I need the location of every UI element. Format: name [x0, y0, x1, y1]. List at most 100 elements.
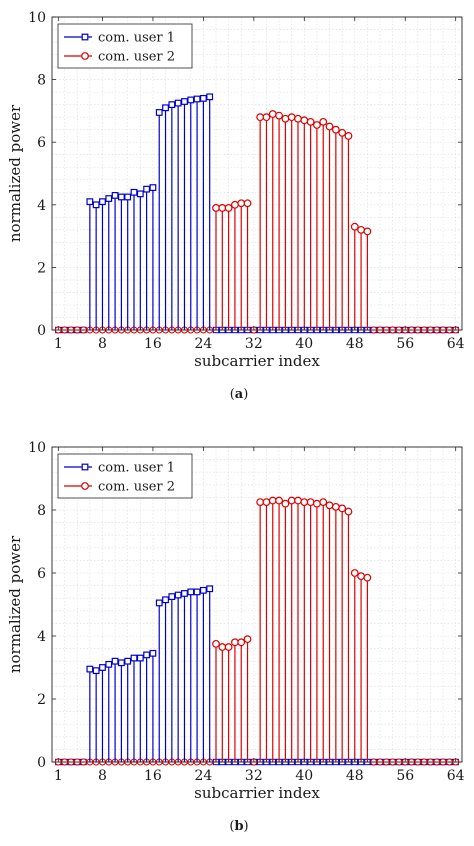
- stem-marker: [319, 117, 328, 126]
- stem-marker: [231, 200, 239, 209]
- stem-marker: [111, 657, 119, 665]
- legend-label: com. user 1: [98, 461, 175, 476]
- stem-marker: [237, 638, 246, 647]
- stem-marker: [243, 199, 252, 208]
- series-2-stems: [212, 496, 372, 762]
- stem-marker: [187, 96, 195, 104]
- stem-marker: [199, 94, 207, 102]
- stem-marker: [212, 204, 220, 212]
- legend-box: [57, 453, 193, 499]
- stem-marker: [155, 599, 163, 607]
- stem-marker: [363, 227, 372, 236]
- stem-marker: [325, 501, 334, 510]
- stem-marker: [136, 654, 144, 662]
- stem-marker: [281, 499, 290, 508]
- series-1-stems: [86, 93, 214, 330]
- stem-marker: [281, 114, 290, 123]
- y-tick-label: 0: [37, 755, 46, 771]
- x-tick-label: 56: [396, 768, 414, 784]
- stem-marker: [224, 643, 233, 651]
- series-2-stems: [212, 110, 372, 330]
- stem-marker: [149, 649, 157, 657]
- x-tick-label: 8: [98, 768, 107, 784]
- stem-marker: [331, 502, 340, 511]
- stem-marker: [168, 593, 176, 601]
- stem-marker: [319, 498, 328, 507]
- x-tick-label: 64: [447, 768, 465, 784]
- legend-box: [57, 23, 193, 69]
- stem-marker: [313, 121, 321, 129]
- y-axis-label: normalized power: [6, 535, 24, 673]
- legend-label: com. user 2: [98, 50, 175, 65]
- x-tick-label: 8: [98, 336, 107, 352]
- stem-marker: [300, 498, 309, 507]
- y-tick-label: 10: [28, 10, 46, 26]
- stem-marker: [306, 498, 315, 507]
- axes-box: [51, 446, 463, 763]
- x-tick-label: 16: [144, 336, 162, 352]
- stem-marker: [306, 117, 315, 126]
- stem-marker: [86, 665, 94, 673]
- legend-label: com. user 2: [98, 480, 175, 495]
- stem-marker: [174, 99, 182, 107]
- stem-marker: [212, 639, 220, 648]
- stem-marker: [262, 113, 271, 122]
- legend-marker: [81, 33, 89, 41]
- stem-marker: [124, 657, 132, 665]
- stem-marker: [206, 585, 214, 593]
- stem-marker: [168, 101, 176, 109]
- stem-marker: [117, 659, 125, 667]
- stem-marker: [287, 113, 296, 122]
- stem-marker: [357, 572, 365, 581]
- caption: (b): [229, 819, 248, 834]
- x-tick-label: 64: [447, 336, 465, 352]
- stem-marker: [149, 184, 157, 191]
- x-tick-label: 1: [54, 336, 63, 352]
- stem-marker: [313, 499, 321, 508]
- stem-marker: [193, 95, 201, 103]
- x-tick-label: 40: [295, 336, 313, 352]
- stem-marker: [287, 496, 296, 505]
- stem-marker: [350, 569, 359, 577]
- x-tick-label: 24: [194, 768, 212, 784]
- stem-marker: [92, 667, 100, 675]
- caption-letter: b: [234, 819, 243, 834]
- stem-marker: [124, 193, 132, 201]
- stem-marker: [206, 93, 214, 101]
- stem-marker: [231, 638, 239, 647]
- stem-marker: [111, 192, 119, 199]
- stem-marker: [181, 98, 188, 105]
- stem-marker: [136, 190, 144, 198]
- series-1-stems: [86, 585, 214, 762]
- stem-marker: [325, 122, 334, 131]
- x-axis-label: subcarrier index: [194, 352, 320, 370]
- stem-marker: [99, 664, 106, 671]
- x-tick-label: 32: [245, 768, 263, 784]
- stem-marker: [117, 193, 125, 201]
- y-tick-label: 8: [37, 503, 46, 519]
- legend: com. user 1 com. user 2: [57, 23, 193, 69]
- stem-marker: [143, 651, 151, 659]
- x-tick-label: 48: [346, 336, 364, 352]
- legend: com. user 1 com. user 2: [57, 453, 193, 499]
- stem-marker: [344, 507, 353, 516]
- plot-area: [52, 447, 462, 762]
- stem-marker: [344, 132, 353, 140]
- x-axis-label: subcarrier index: [194, 784, 320, 802]
- stem-marker: [243, 635, 252, 644]
- plot-area: [52, 17, 462, 330]
- stem-marker: [181, 590, 188, 597]
- x-tick-label: 56: [396, 336, 414, 352]
- stem-marker: [143, 185, 151, 193]
- stem-marker: [338, 128, 347, 137]
- x-tick-label: 1: [54, 768, 63, 784]
- stem-marker: [187, 588, 195, 596]
- stem-marker: [218, 643, 227, 651]
- stem-marker: [162, 104, 169, 112]
- stem-marker: [357, 225, 365, 234]
- axes-box: [51, 16, 463, 331]
- stem-marker: [237, 199, 246, 208]
